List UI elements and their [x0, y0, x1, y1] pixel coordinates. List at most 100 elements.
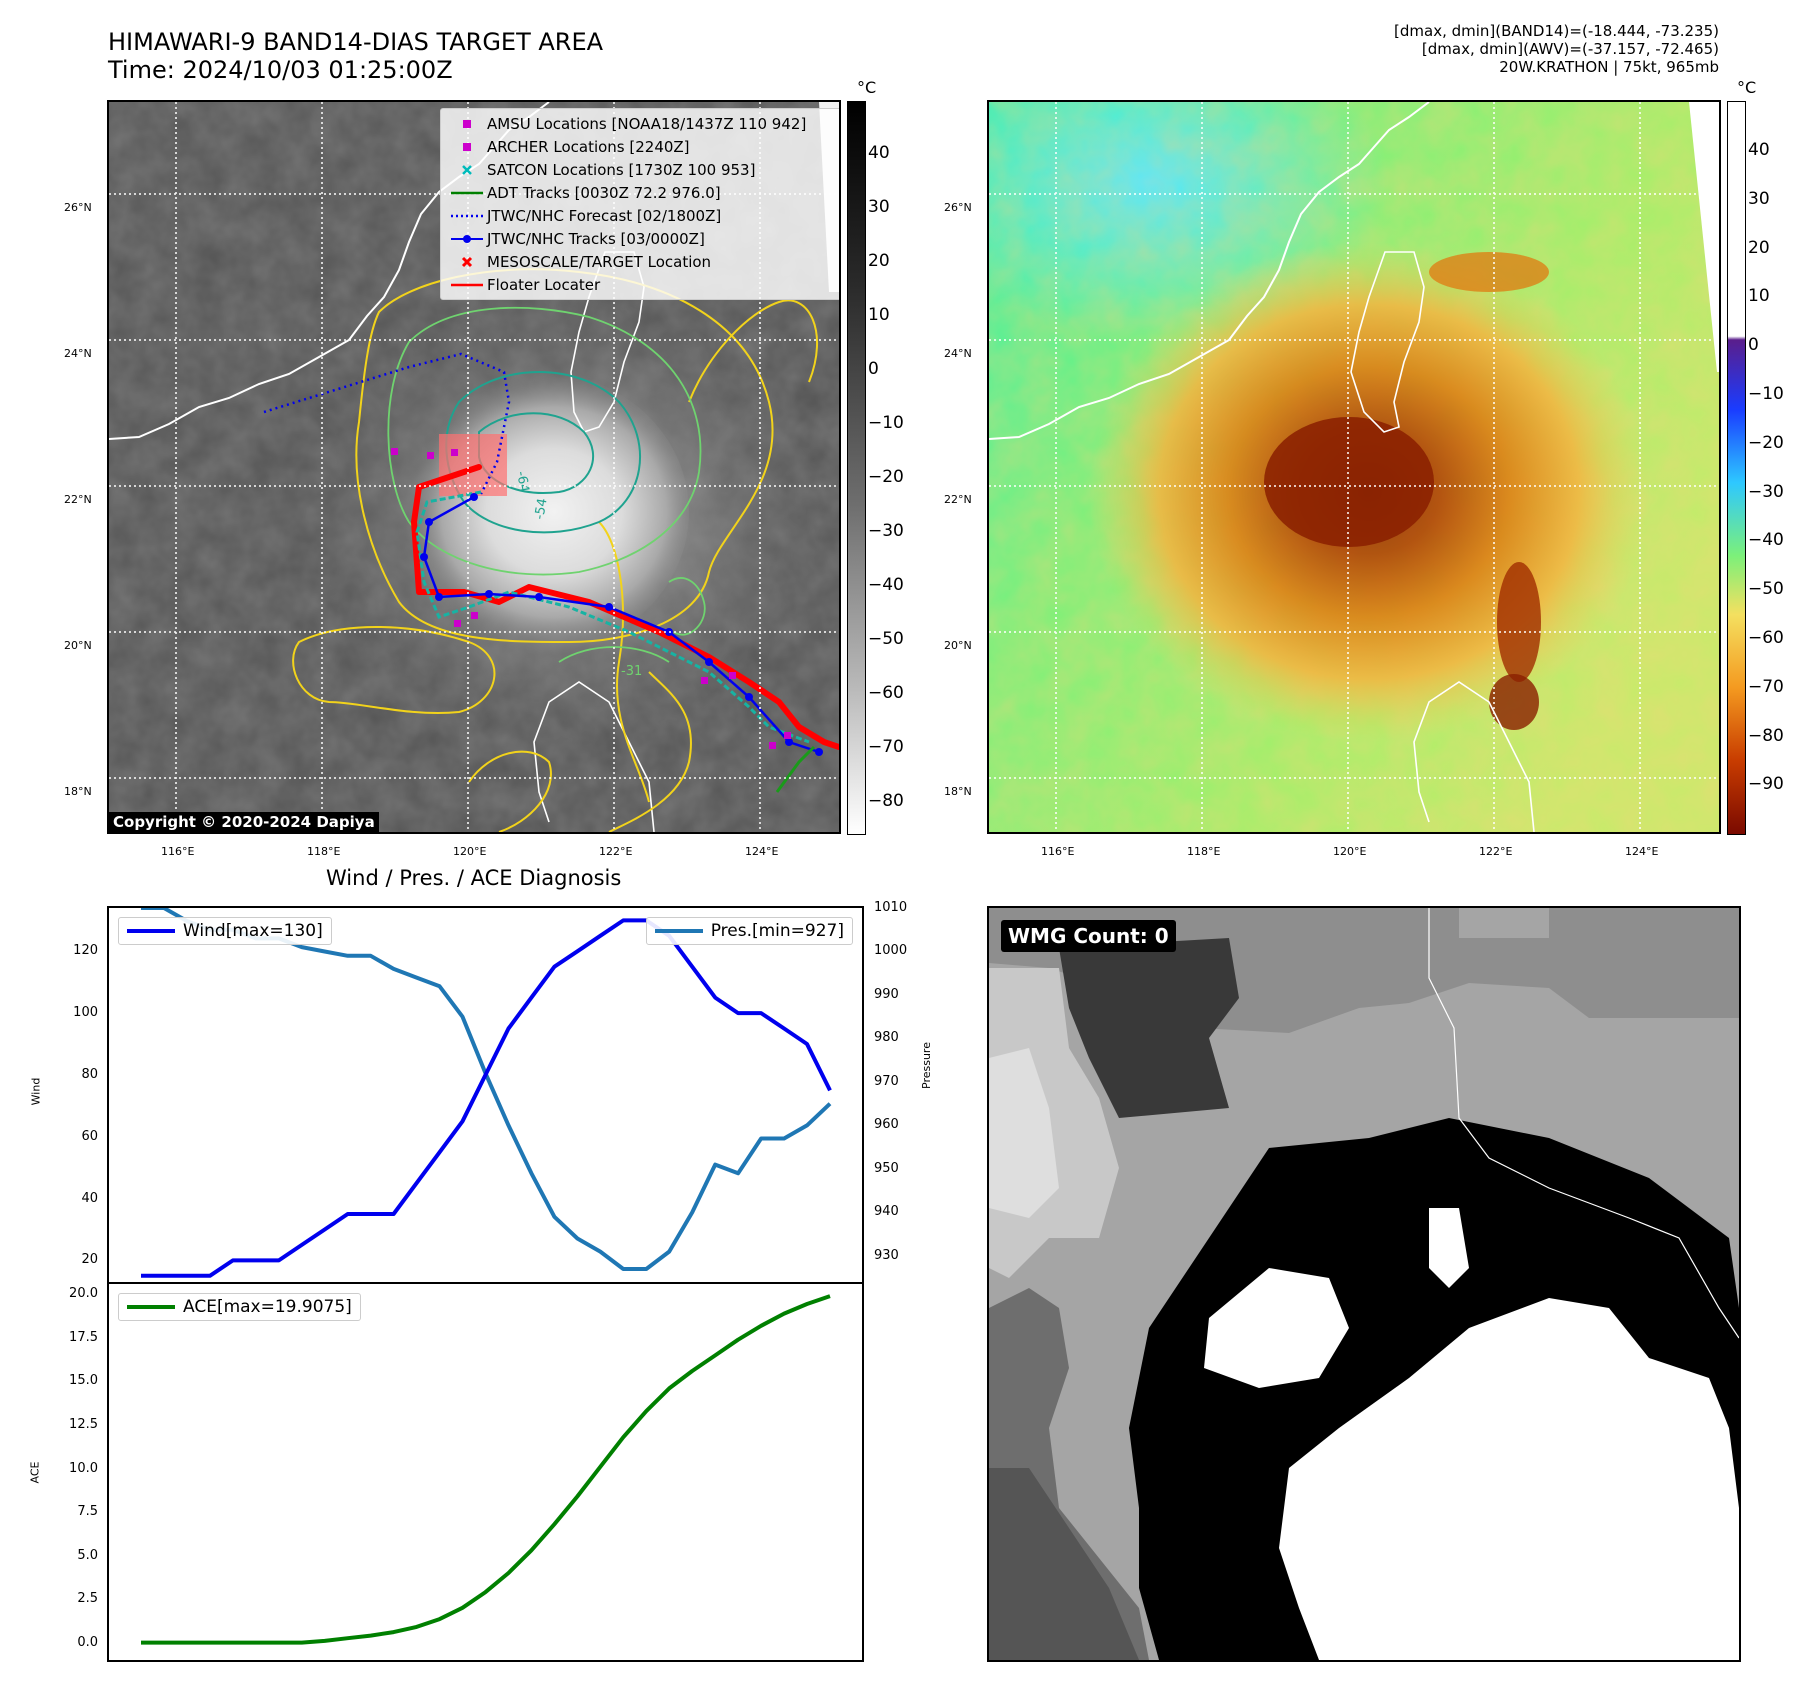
- colorbar-right-tick: −90: [1748, 774, 1784, 795]
- colorbar-right-tick: −70: [1748, 676, 1784, 697]
- contour-label-31: -31: [621, 664, 642, 679]
- storm-info: 20W.KRATHON | 75kt, 965mb: [1499, 58, 1719, 76]
- legend-target: MESOSCALE/TARGET Location: [447, 250, 839, 273]
- lat-label: 26°N: [944, 201, 972, 214]
- awv-map: [987, 100, 1721, 834]
- stats-header: [dmax, dmin](BAND14)=(-18.444, -73.235) …: [1394, 22, 1719, 76]
- ace-tick: 5.0: [77, 1547, 98, 1563]
- taiwan-outline: [1350, 251, 1425, 433]
- wmg-region-4: [989, 1048, 1059, 1218]
- colorbar-right-tick: 10: [1748, 286, 1770, 307]
- map-gridlines: [109, 102, 839, 832]
- diagnosis-title: Wind / Pres. / ACE Diagnosis: [326, 866, 622, 890]
- colorbar-right-tick: 40: [1748, 140, 1770, 160]
- contour-label-64: -64: [513, 470, 531, 494]
- pressure-tick: 1010: [874, 900, 908, 915]
- wind-series-line: [141, 918, 832, 1278]
- awv-band-3: [1429, 252, 1549, 292]
- colorbar-right-tick: −60: [1748, 628, 1784, 648]
- jtwc-track: [422, 495, 820, 754]
- blue-line-dot-icon: [451, 234, 483, 243]
- band14-map: -64 -54 -31: [107, 100, 841, 834]
- colorbar-right-tick: −30: [1748, 481, 1784, 502]
- colorbar-left-tick: 30: [868, 197, 890, 217]
- lat-label: 20°N: [64, 639, 92, 652]
- colorbar-right-tick: 0: [1748, 335, 1759, 356]
- ace-legend: ACE[max=19.9075]: [118, 1293, 361, 1321]
- copyright-badge: Copyright © 2020-2024 Dapiya: [109, 812, 379, 832]
- colorbar-left-tick: 0: [868, 359, 879, 379]
- colorbar-left-tick: −30: [868, 521, 904, 541]
- pressure-tick: 940: [874, 1204, 899, 1220]
- wind-legend-swatch: [127, 929, 175, 933]
- lon-label: 118°E: [1187, 845, 1221, 858]
- wind-pressure-chart: Wind[max=130] Pres.[min=927]: [107, 906, 864, 1284]
- ace-chart: ACE[max=19.9075]: [107, 1282, 864, 1662]
- china-coastline: [989, 102, 1430, 440]
- legend-adt: ADT Tracks [0030Z 72.2 976.0]: [447, 181, 839, 204]
- pressure-tick: 930: [874, 1247, 899, 1263]
- lon-label: 116°E: [1041, 845, 1075, 858]
- colorbar-right: [1727, 101, 1746, 835]
- lon-label: 124°E: [745, 845, 779, 858]
- wind-axis-label: Wind: [29, 1077, 43, 1106]
- lat-label: 26°N: [64, 201, 92, 214]
- lat-label: 20°N: [944, 639, 972, 652]
- jtwc-forecast-track: [263, 352, 511, 495]
- colorbar-right-tick: −80: [1748, 725, 1784, 746]
- colorbar-right-unit: °C: [1737, 78, 1757, 97]
- awv-band-1: [1497, 562, 1541, 682]
- luzon-outline: [533, 681, 655, 832]
- adt-track: [775, 745, 816, 793]
- colorbar-right-tick: −20: [1748, 432, 1784, 453]
- map-title: HIMAWARI-9 BAND14-DIAS TARGET AREA Time:…: [108, 28, 603, 84]
- pressure-tick: 980: [874, 1030, 899, 1046]
- legend-archer: ARCHER Locations [2240Z]: [447, 135, 839, 158]
- pressure-tick: 990: [874, 986, 899, 1002]
- ace-tick: 12.5: [69, 1417, 98, 1432]
- pressure-tick: 1000: [874, 943, 908, 959]
- colorbar-right-tick: −40: [1748, 530, 1784, 551]
- awv-map-canvas: [989, 102, 1719, 832]
- lon-label: 120°E: [1333, 845, 1367, 858]
- wmg-panel: WMG Count: 0: [987, 906, 1741, 1662]
- wmg-region-2: [1059, 938, 1239, 1118]
- colorbar-right-tick: 30: [1748, 188, 1770, 209]
- colorbar-right-tick: 20: [1748, 237, 1770, 258]
- wmg-warm-region: [1279, 1298, 1739, 1660]
- wmg-region-6: [989, 1468, 1139, 1660]
- floater-track: [411, 464, 839, 750]
- wind-legend-label: Wind[max=130]: [183, 921, 323, 941]
- colorbar-left-tick: 20: [868, 251, 890, 271]
- lon-label: 122°E: [1479, 845, 1513, 858]
- colorbar-left-tick: 40: [868, 143, 890, 163]
- ace-plot: [141, 1294, 831, 1645]
- luzon-outline: [1413, 681, 1535, 832]
- legend-label: Floater Locater: [487, 275, 601, 294]
- legend-label: MESOSCALE/TARGET Location: [487, 252, 712, 271]
- lat-label: 22°N: [64, 493, 92, 506]
- awv-core: [1264, 417, 1434, 547]
- stats-awv: [dmax, dmin](AWV)=(-37.157, -72.465): [1421, 40, 1719, 58]
- ace-axis-label: ACE: [28, 1461, 42, 1484]
- legend-amsu: AMSU Locations [NOAA18/1437Z 110 942]: [447, 112, 839, 135]
- wmg-warm-spot-2: [1429, 1208, 1469, 1288]
- pressure-axis-label: Pressure: [920, 1042, 933, 1089]
- ace-tick: 17.5: [69, 1329, 98, 1345]
- ace-tick: 0.0: [77, 1634, 98, 1650]
- lat-label: 18°N: [944, 785, 972, 798]
- map-gridlines: [989, 102, 1719, 832]
- pressure-legend-label: Pres.[min=927]: [710, 921, 844, 941]
- colorbar-left-tick: −20: [868, 467, 904, 487]
- title-line-1: HIMAWARI-9 BAND14-DIAS TARGET AREA: [108, 28, 604, 56]
- colorbar-right-tick: −50: [1748, 579, 1784, 600]
- red-line-icon: [451, 283, 483, 286]
- legend-floater: Floater Locater: [447, 273, 839, 296]
- colorbar-left-tick: −80: [868, 791, 904, 811]
- cyan-x-icon: [462, 164, 472, 175]
- wind-tick: 60: [81, 1128, 98, 1144]
- ace-tick: 15.0: [69, 1373, 98, 1389]
- wind-tick: 120: [73, 943, 98, 959]
- ace-series-line: [141, 1294, 831, 1645]
- colorbar-left-tick: −10: [868, 413, 904, 433]
